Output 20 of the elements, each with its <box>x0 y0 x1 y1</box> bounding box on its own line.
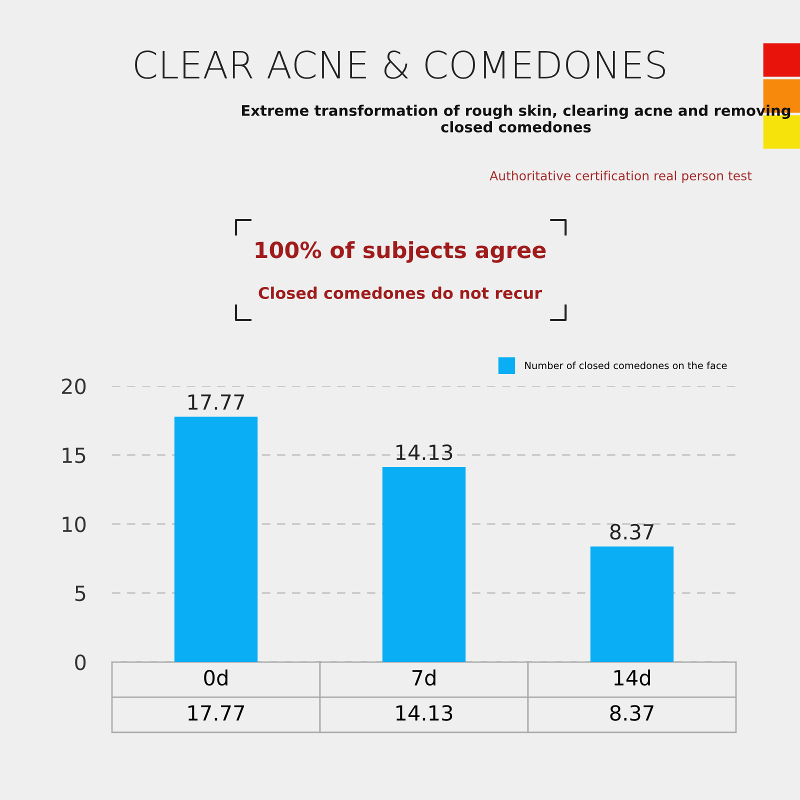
text: Authoritative certification real person test <box>490 170 752 183</box>
text: 17.77 <box>188 705 244 721</box>
text: 100% of subjects agree <box>256 241 546 263</box>
data-label: 8.37 <box>610 524 654 540</box>
chart-title: CLEAR ACNE & COMEDONES <box>135 50 665 79</box>
y-tick-label: 0 <box>75 654 86 670</box>
legend-label: Number of closed comedones on the face <box>525 362 727 370</box>
x-tick-label: 0d <box>204 670 228 686</box>
text: 8.37 <box>610 705 654 721</box>
y-tick-label: 20 <box>62 378 86 394</box>
chart-subtitle: Extreme transformation of rough skin, clearing acne and removing closed comedones <box>242 104 790 132</box>
x-tick-label: 7d <box>412 670 436 686</box>
y-tick-label: 5 <box>75 586 86 602</box>
text: Closed comedones do not recur <box>258 286 542 300</box>
data-label: 14.13 <box>396 444 452 460</box>
text: 14.13 <box>396 705 452 721</box>
y-tick-label: 15 <box>62 448 86 464</box>
x-tick-label: 14d <box>614 670 650 686</box>
data-label: 17.77 <box>188 394 244 410</box>
y-tick-label: 10 <box>62 516 86 532</box>
